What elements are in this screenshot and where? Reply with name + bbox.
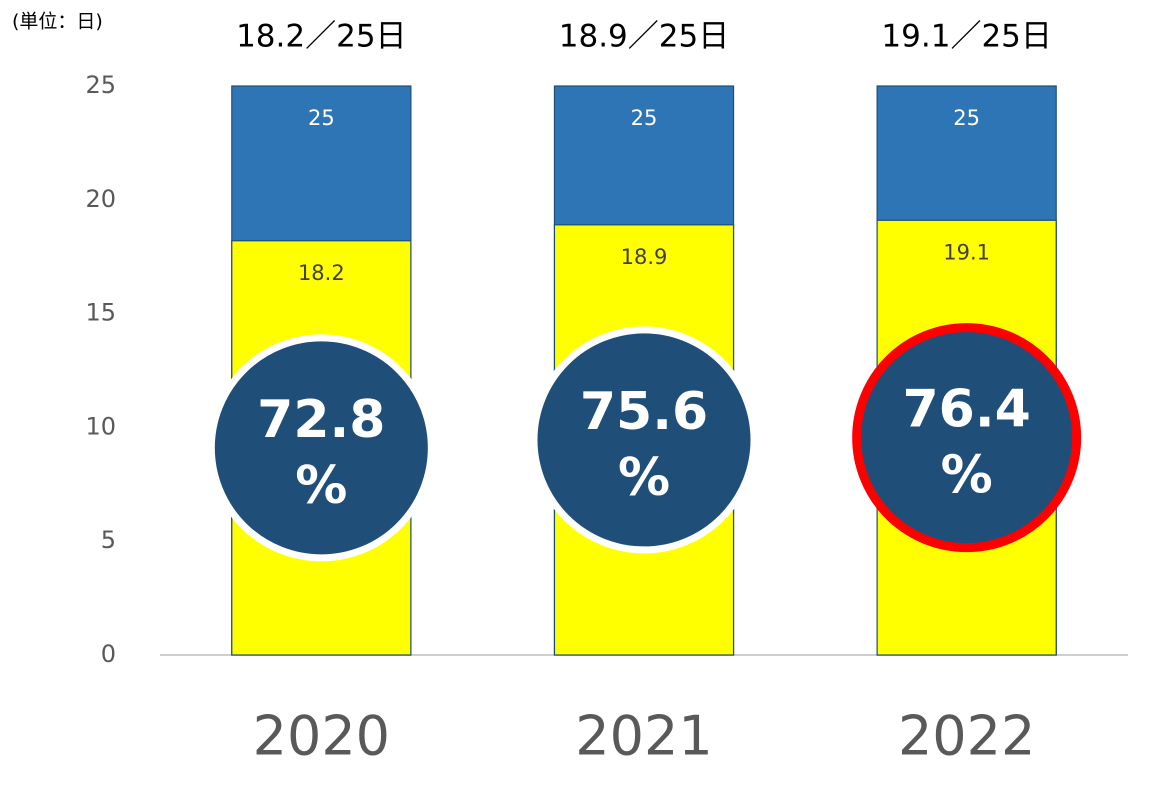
x-tick-label: 2022: [898, 705, 1035, 768]
value-label: 25: [308, 106, 335, 130]
badge-text: %: [941, 446, 993, 506]
value-label: 18.2: [298, 261, 345, 285]
value-label: 25: [631, 106, 658, 130]
badge-text: %: [618, 448, 670, 508]
badge-text: 75.6: [580, 382, 708, 442]
badge-text: 76.4: [903, 380, 1031, 440]
value-label: 25: [953, 106, 980, 130]
x-tick-label: 2021: [575, 705, 712, 768]
y-tick-label: 15: [85, 299, 116, 327]
y-tick-label: 5: [101, 526, 116, 554]
badge-text: 72.8: [257, 390, 385, 450]
unit-label: (単位：日): [12, 11, 103, 33]
bar-header: 18.2／25日: [236, 19, 406, 55]
badge: [530, 326, 758, 554]
y-tick-label: 0: [101, 640, 116, 668]
y-tick-label: 20: [85, 185, 116, 213]
value-label: 18.9: [621, 245, 668, 269]
y-tick-label: 25: [85, 71, 116, 99]
badge: [852, 323, 1082, 553]
y-tick-label: 10: [85, 412, 116, 440]
bar-header: 18.9／25日: [559, 19, 729, 55]
badge-text: %: [295, 456, 347, 516]
value-label: 19.1: [943, 240, 990, 264]
x-tick-label: 2020: [253, 705, 390, 768]
badge: [207, 334, 435, 562]
bar-header: 19.1／25日: [881, 19, 1051, 55]
